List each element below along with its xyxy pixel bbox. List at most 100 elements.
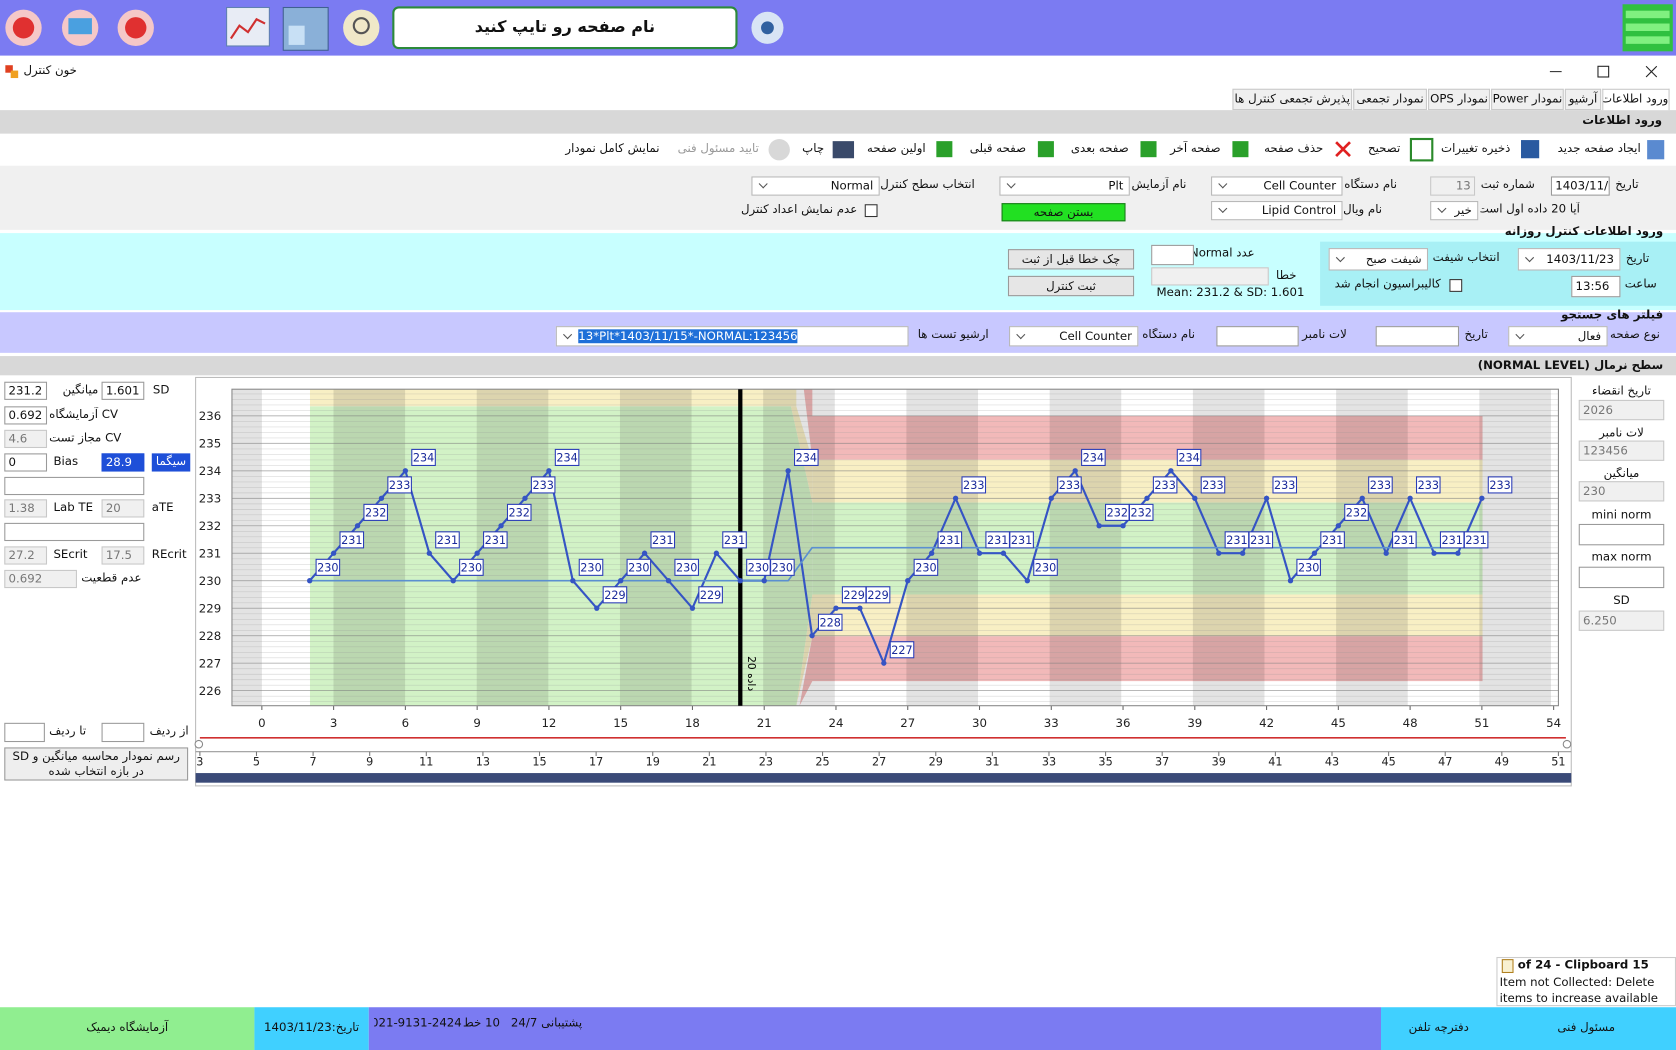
data-label: 233 [1202, 479, 1223, 492]
bias[interactable]: 0 [4, 453, 48, 472]
first-icon[interactable] [936, 141, 953, 158]
mean[interactable]: 231.2 [4, 381, 48, 400]
data-label-box [1272, 476, 1298, 494]
input-box[interactable] [1578, 523, 1665, 546]
band-yellow [309, 389, 797, 407]
shift[interactable]: شیفت صبح [1328, 248, 1429, 271]
data-point [665, 578, 672, 584]
y-tick-label: 233 [199, 492, 221, 506]
tabs[interactable]: ورود اطلاعات [1602, 88, 1670, 111]
title: فیلتر های جستجو [1561, 309, 1664, 322]
input-box[interactable] [1578, 566, 1665, 589]
date[interactable]: 1403/11/23 [1517, 248, 1621, 271]
data-point [905, 578, 911, 584]
cv-lab[interactable]: 0.692 [4, 406, 48, 425]
mean-label: میانگین [62, 382, 99, 397]
device[interactable]: Cell Counter [1211, 176, 1343, 196]
data-label: 233 [1274, 479, 1295, 492]
date[interactable]: 1403/11/15 [1550, 176, 1610, 196]
input-box[interactable] [4, 722, 45, 743]
data-point [881, 660, 887, 666]
title: خون کنترل [23, 63, 77, 77]
lines: 10 خط [462, 1015, 500, 1030]
level-label: انتخاب سطح کنترل [880, 177, 975, 192]
last-icon[interactable] [1232, 141, 1249, 158]
sd[interactable]: 1.601 [101, 381, 145, 400]
tabs[interactable]: آرشیو [1564, 88, 1602, 111]
delete-icon[interactable] [1335, 141, 1351, 158]
data-label: 231 [1250, 534, 1271, 547]
recrit-label: REcrit [151, 547, 187, 562]
data-label: 231 [1394, 534, 1415, 547]
data-point [570, 578, 576, 584]
data-point [1407, 495, 1413, 501]
maximize-button[interactable] [1597, 65, 1610, 78]
input-box[interactable] [4, 522, 145, 542]
data-point [330, 550, 337, 556]
input-box[interactable] [1216, 326, 1299, 347]
print-icon[interactable] [832, 141, 855, 159]
new-icon[interactable] [1647, 140, 1665, 160]
device[interactable]: Cell Counter [1009, 326, 1139, 347]
time[interactable]: 13:56 [1571, 275, 1621, 298]
secrit: 27.2 [4, 546, 48, 565]
data-label: 233 [963, 479, 984, 492]
x-tick-label: 24 [829, 716, 844, 730]
save-icon[interactable] [1521, 140, 1540, 159]
x-tick-label: 54 [1546, 716, 1561, 730]
data-point [1096, 523, 1102, 529]
data-point [1144, 495, 1150, 501]
data-point [450, 578, 456, 584]
data-label: 231 [939, 534, 960, 547]
vial[interactable]: Lipid Control [1211, 201, 1343, 221]
tabs[interactable]: نمودار OPS [1428, 88, 1491, 111]
chart-icon[interactable] [226, 6, 270, 47]
submit-button[interactable]: ثبت کنترل [1007, 275, 1135, 297]
tabs[interactable]: پذیرش تجمعی کنترل ها [1232, 88, 1353, 111]
edit-icon[interactable] [1409, 137, 1434, 162]
data-label-box [1081, 448, 1106, 466]
input-box[interactable] [4, 476, 145, 496]
tabs[interactable]: نمودار تجمعی [1353, 88, 1427, 111]
button[interactable]: رسم نمودار محاسبه میانگین و SD در بازه ا… [4, 747, 189, 781]
checkbox[interactable] [1449, 279, 1463, 292]
search-icon[interactable] [343, 9, 380, 46]
data-label: 231 [1441, 534, 1462, 547]
data-label: 233 [1418, 479, 1439, 492]
cv-allowed-label: CV مجاز تست [49, 430, 122, 445]
count-label: عدد Normal [1191, 246, 1255, 260]
search-box[interactable] [392, 6, 738, 50]
mean-line [309, 546, 1482, 582]
close-button[interactable] [1645, 65, 1658, 78]
archive[interactable]: 13*Plt*1403/11/15*-NORMAL:123456 [555, 326, 909, 347]
checkbox[interactable] [864, 204, 878, 218]
expiry-label: تاریخ انقضاء [1592, 384, 1651, 398]
input-box[interactable] [101, 722, 145, 743]
toolbar: صفحه بعدی [1070, 141, 1129, 156]
level[interactable]: Normal [751, 176, 880, 196]
x-tick-label: 30 [972, 716, 987, 730]
test-label: نام آزمایش [1131, 177, 1187, 192]
data-label: 229 [867, 589, 888, 602]
tabs[interactable]: نمودار Power [1491, 88, 1564, 111]
data-label: 230 [1298, 562, 1319, 575]
prev-icon[interactable] [1037, 141, 1054, 158]
x2-tick-label: 27 [872, 756, 886, 769]
first20[interactable]: خیر [1430, 201, 1479, 221]
input-box[interactable] [1375, 326, 1460, 347]
data-label: 229 [700, 589, 721, 602]
menu-bar [1625, 10, 1670, 19]
check-button[interactable]: چک خطا قبل از ثبت [1007, 249, 1135, 270]
next-icon[interactable] [1140, 141, 1157, 158]
input-box[interactable] [1151, 244, 1194, 266]
data-label-box [1439, 531, 1465, 549]
data-label: 230 [772, 562, 793, 575]
band-yellow [796, 594, 1483, 706]
plot-area [231, 389, 1559, 706]
test[interactable]: Plt [999, 176, 1130, 196]
close-button[interactable]: بستن صفحه [1001, 203, 1126, 222]
data-label-box [1487, 476, 1513, 494]
approve-icon[interactable] [768, 139, 790, 161]
type[interactable]: فعال [1508, 326, 1608, 347]
sigma[interactable]: 28.9 [101, 453, 145, 472]
